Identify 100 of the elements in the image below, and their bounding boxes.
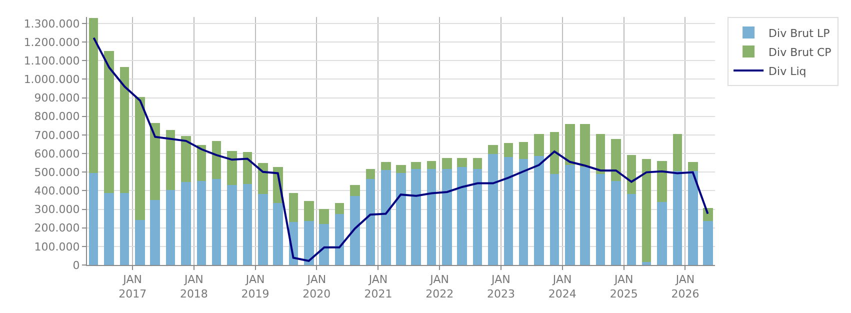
bar: [381, 170, 391, 265]
bar: [411, 169, 421, 265]
bar: [212, 141, 221, 179]
y-tick-label: 200.000: [34, 222, 80, 235]
y-tick-label: 900.000: [34, 92, 80, 105]
bar: [166, 190, 175, 265]
bar: [657, 202, 667, 265]
bar: [427, 161, 436, 169]
bar: [396, 165, 406, 173]
bar: [273, 203, 283, 265]
bar: [504, 143, 513, 157]
bar: [627, 155, 636, 194]
x-tick-label: JAN 2021: [364, 273, 392, 300]
bar: [627, 194, 636, 265]
bar: [473, 158, 482, 169]
y-tick-label: 1.100.000: [24, 54, 80, 68]
bar: [442, 169, 452, 265]
x-tick-label: JAN 2025: [610, 273, 638, 300]
bar: [565, 124, 575, 165]
y-tick-label: 0: [72, 258, 80, 272]
bar: [335, 214, 344, 265]
bar: [366, 169, 375, 179]
bar: [197, 181, 206, 265]
bar: [104, 193, 114, 265]
bar: [442, 158, 452, 169]
bar: [596, 134, 605, 174]
bar: [457, 167, 467, 265]
y-tick-label: 1.200.000: [24, 36, 80, 49]
y-tick-label: 500.000: [34, 166, 80, 179]
bar: [366, 179, 375, 265]
bar: [703, 208, 713, 221]
bar: [89, 173, 98, 265]
bar: [135, 220, 145, 265]
y-tick-label: 300.000: [34, 203, 80, 216]
bar: [227, 151, 237, 185]
bar: [457, 158, 467, 167]
bar: [197, 145, 206, 181]
bar: [504, 157, 513, 265]
bar: [519, 159, 528, 265]
bar: [135, 97, 145, 220]
bar: [381, 162, 391, 170]
bar: [473, 169, 482, 265]
bar: [673, 134, 682, 171]
bar: [89, 18, 98, 173]
bar: [657, 161, 667, 202]
bar: [104, 51, 114, 193]
bar: [519, 142, 528, 159]
bar: [580, 167, 590, 265]
bar: [319, 209, 329, 224]
bar: [212, 179, 221, 265]
y-tick-label: 800.000: [34, 110, 80, 124]
bar: [166, 130, 175, 190]
bar: [642, 262, 651, 265]
bar: [396, 173, 406, 265]
x-tick-label: JAN 2017: [118, 273, 147, 300]
x-tick-label: JAN 2026: [671, 273, 700, 300]
bar: [611, 181, 621, 265]
bar: [427, 169, 436, 265]
bar: [227, 185, 237, 265]
bar: [488, 145, 498, 154]
bar: [350, 185, 360, 196]
bar: [304, 201, 314, 221]
bar: [258, 194, 268, 265]
bar: [596, 174, 605, 265]
x-tick-label: JAN 2020: [302, 273, 331, 300]
y-tick-label: 400.000: [34, 184, 80, 198]
bar: [243, 184, 252, 265]
bar: [181, 182, 191, 265]
x-tick-label: JAN 2024: [548, 273, 576, 300]
bar: [304, 221, 314, 265]
x-tick-label: JAN 2022: [426, 273, 454, 300]
bar: [580, 124, 590, 167]
y-tick-label: 600.000: [34, 147, 80, 160]
bar: [642, 159, 651, 262]
bar: [289, 193, 298, 222]
bar: [534, 156, 544, 265]
bar: [181, 136, 191, 182]
y-tick-label: 100.000: [34, 240, 80, 254]
bar: [534, 134, 544, 156]
bar: [350, 196, 360, 265]
bar: [688, 162, 698, 171]
bar: [319, 224, 329, 265]
bar: [611, 139, 621, 181]
x-tick-label: JAN 2023: [486, 273, 515, 300]
bar: [411, 162, 421, 169]
line-series: [92, 36, 709, 262]
bar: [243, 152, 252, 184]
bar: [258, 163, 268, 194]
bar: [150, 200, 160, 265]
legend-label: Div Brut CP: [768, 46, 832, 59]
y-tick-label: 1.300.000: [24, 17, 80, 30]
bar: [335, 203, 344, 214]
legend-label: Div Liq: [768, 64, 806, 78]
legend-label: Div Brut LP: [768, 26, 830, 40]
x-tick-label: JAN 2018: [180, 273, 208, 300]
bar: [120, 67, 129, 193]
bar: [703, 221, 713, 265]
bar: [488, 154, 498, 265]
y-tick-label: 700.000: [34, 128, 80, 142]
bar: [673, 171, 682, 265]
